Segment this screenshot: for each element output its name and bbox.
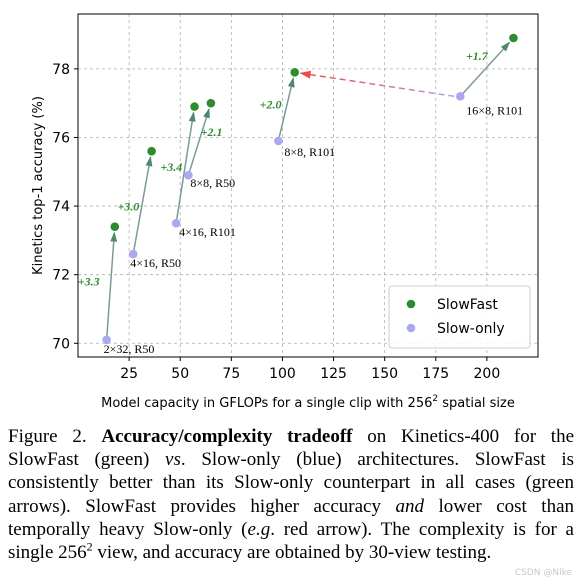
- caption-t1: on Kinetics-400 for the SlowFast (green): [8, 426, 575, 471]
- legend-entry: Slow-only: [437, 321, 505, 337]
- gain-label: +2.0: [260, 98, 282, 112]
- slow-only-point: [171, 218, 181, 228]
- arrows: [105, 41, 511, 340]
- caption-t3: lower cost than temporally heavy Slow-on…: [8, 495, 575, 540]
- gain-arrow: [187, 107, 210, 176]
- caption-and: and: [395, 495, 424, 517]
- x-tick-label: 150: [371, 366, 398, 382]
- slowfast-point: [110, 222, 120, 231]
- point-label: 8×8, R50: [190, 176, 235, 190]
- slowfast-point: [206, 98, 216, 108]
- y-axis-label: Kinetics top-1 accuracy (%): [31, 96, 46, 275]
- slow-only-point: [128, 249, 138, 259]
- x-tick-label: 100: [269, 366, 296, 382]
- axes: 25 50 75 100 125 150 175 200 70 72 74 76 78 Model cap…: [31, 13, 539, 411]
- slowfast-tradeoff-chart: 25 50 75 100 125 150 175 200 70 72 74 76 78 Model cap…: [31, 13, 539, 411]
- figure-caption: Figure 2. Accuracy/complexity tradeoff o…: [8, 425, 574, 564]
- legend: SlowFast Slow-only: [388, 285, 531, 349]
- slowfast-point: [290, 68, 300, 77]
- x-tick-label: 175: [422, 366, 449, 382]
- red-arrow: [299, 70, 455, 98]
- y-tick-label: 70: [52, 336, 70, 352]
- slow-only-point: [184, 170, 193, 180]
- gain-arrow: [132, 156, 153, 255]
- data-points: [102, 33, 518, 345]
- gain-arrow: [105, 231, 118, 340]
- slowfast-point: [147, 146, 156, 156]
- caption-prefix: Figure 2.: [8, 426, 102, 447]
- slow-only-point: [102, 335, 111, 345]
- x-axis-label-tail: spatial size: [438, 396, 515, 411]
- y-tick-label: 76: [52, 130, 70, 146]
- gain-arrow: [459, 41, 511, 97]
- slow-only-point: [274, 136, 283, 146]
- x-tick-label: 200: [474, 366, 501, 382]
- annotations: +3.3 +3.0 +3.4 +2.1 +2.0 +1.7 2×32, R50 4×16, R…: [78, 49, 523, 356]
- gain-label: +3.0: [117, 200, 139, 214]
- gain-arrow: [175, 111, 196, 224]
- x-tick-label: 50: [171, 366, 189, 382]
- legend-marker: [406, 323, 416, 333]
- x-tick-label: 125: [320, 366, 347, 382]
- point-label: 8×8, R101: [284, 145, 335, 159]
- caption-vs: vs: [165, 449, 181, 471]
- gain-arrow: [277, 77, 295, 142]
- gain-label: +3.3: [78, 274, 100, 288]
- legend-marker: [406, 299, 416, 309]
- y-tick-label: 72: [52, 268, 70, 284]
- gain-label: +3.4: [160, 160, 182, 174]
- x-axis-label-main: Model capacity in GFLOPs for a single cl…: [101, 396, 432, 411]
- x-axis-label-sup: 2: [432, 394, 438, 404]
- legend-box: [388, 285, 531, 349]
- slowfast-point: [190, 102, 199, 111]
- legend-entry: SlowFast: [437, 297, 498, 313]
- y-tick-label: 74: [52, 199, 70, 215]
- slowfast-point: [509, 33, 518, 43]
- caption-sup: 2: [86, 539, 93, 554]
- caption-t4: . red arrow). The complexity is for a si…: [8, 518, 574, 564]
- x-tick-label: 75: [222, 366, 240, 382]
- caption-t5: view, and accuracy are obtained by 30-vi…: [92, 542, 492, 564]
- point-label: 16×8, R101: [466, 103, 523, 117]
- point-label: 4×16, R101: [179, 225, 236, 239]
- caption-bold: Accuracy/complexity tradeoff: [101, 426, 353, 447]
- x-tick-label: 25: [120, 366, 138, 382]
- grid-lines: [78, 14, 538, 357]
- y-tick-label: 78: [52, 62, 70, 78]
- slow-only-point: [456, 92, 465, 101]
- x-axis-label: Model capacity in GFLOPs for a single cl…: [101, 394, 515, 411]
- watermark: CSDN @Nike: [514, 568, 572, 578]
- gain-label: +1.7: [466, 49, 489, 63]
- caption-eg: e.g: [247, 518, 271, 540]
- caption-t2: . Slow-only (blue) architectures. SlowFa…: [8, 449, 574, 517]
- point-label: 2×32, R50: [104, 342, 155, 356]
- plot-frame: [77, 13, 539, 358]
- point-label: 4×16, R50: [130, 256, 181, 270]
- gain-label: +2.1: [201, 125, 223, 139]
